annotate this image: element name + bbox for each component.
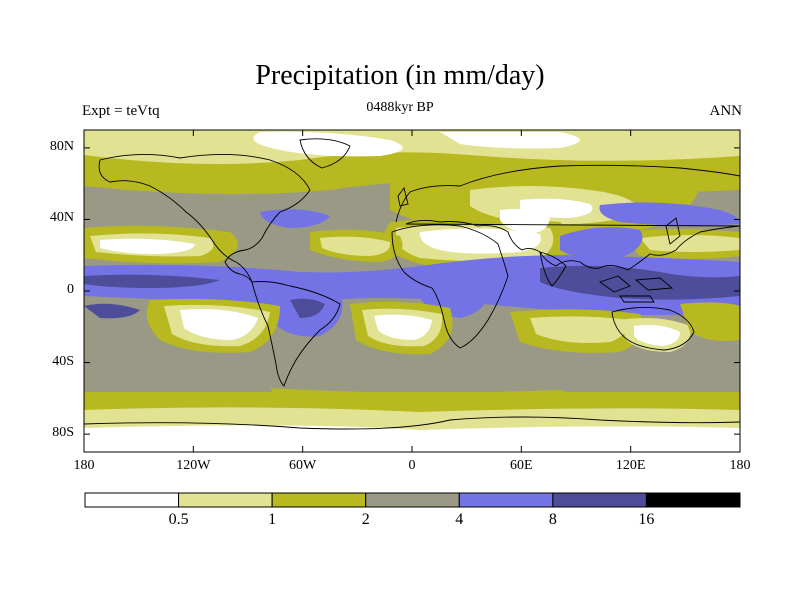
colorbar-level-label: 2 xyxy=(361,511,370,528)
coast-eurasia xyxy=(395,164,740,271)
map-subtitle: 0488kyr BP xyxy=(366,100,434,115)
field-spcz-very-wet xyxy=(84,303,140,319)
lon-label: 180 xyxy=(729,458,751,473)
field-south-mid-inner xyxy=(270,388,600,404)
field-sindian-low xyxy=(530,316,630,343)
field-npac-storm xyxy=(599,202,740,226)
field-itcz-very-wet xyxy=(540,265,740,300)
field-antarctic-dry xyxy=(84,425,740,452)
colorbar-swatch xyxy=(458,492,554,508)
colorbar-level-label: 16 xyxy=(638,511,655,528)
field-npacific-dry xyxy=(100,238,195,254)
colorbar-level-label: 1 xyxy=(268,511,277,528)
colorbar-swatch xyxy=(178,492,273,508)
field-satlantic-dry xyxy=(374,314,432,340)
field-arctic-dry-2 xyxy=(440,132,580,149)
lon-label: 120E xyxy=(615,458,646,473)
lon-ticks xyxy=(83,130,741,452)
lat-label: 80S xyxy=(52,425,74,441)
colorbar-swatch xyxy=(552,492,647,508)
lat-label: 40S xyxy=(52,353,74,369)
colorbar-swatch xyxy=(645,492,741,508)
colorbar xyxy=(84,492,741,508)
field-amazon-very-wet xyxy=(290,298,325,318)
coastlines xyxy=(84,138,740,430)
field-natlantic-low xyxy=(320,236,391,256)
lon-label: 180 xyxy=(73,458,95,473)
field-natl-storm xyxy=(260,209,330,228)
coast-uk xyxy=(397,186,409,207)
lat-label: 80N xyxy=(49,138,74,154)
field-itcz-very-wet-2 xyxy=(84,274,220,288)
lon-label: 120W xyxy=(176,458,211,473)
coast-india xyxy=(539,251,567,287)
lat-label: 40N xyxy=(49,210,74,226)
coast-australia xyxy=(611,307,695,351)
map-title: Precipitation (in mm/day) xyxy=(255,60,545,91)
coast-africa xyxy=(391,224,509,349)
coast-maritime-continent xyxy=(599,275,674,303)
lat-label: 0 xyxy=(67,282,74,297)
field-sepacific-mid xyxy=(680,302,740,341)
map-fields xyxy=(84,130,740,452)
lon-label: 0 xyxy=(408,458,416,473)
season-label: ANN xyxy=(709,103,743,119)
experiment-label: Expt = teVtq xyxy=(82,103,160,119)
field-east-asia-wet xyxy=(560,227,643,259)
coast-antarctica xyxy=(84,416,740,430)
colorbar-swatch xyxy=(271,492,367,508)
coast-japan xyxy=(665,217,681,245)
coast-north-america xyxy=(98,154,311,283)
colorbar-level-label: 0.5 xyxy=(168,511,189,528)
lat-ticks xyxy=(84,147,740,435)
field-arabia-dry xyxy=(500,209,550,234)
colorbar-level-label: 4 xyxy=(455,511,464,528)
field-arctic-dry xyxy=(253,131,403,157)
field-australia-dry xyxy=(634,324,680,346)
coast-greenland xyxy=(299,138,351,169)
lon-label: 60E xyxy=(510,458,533,473)
field-spacific-dry xyxy=(180,309,258,340)
lon-label: 60W xyxy=(289,458,317,473)
colorbar-swatch xyxy=(365,492,460,508)
field-epacific-low xyxy=(640,235,740,252)
colorbar-level-label: 8 xyxy=(548,511,557,528)
field-sahara-dry xyxy=(419,228,541,254)
coast-south-america xyxy=(251,281,341,387)
colorbar-swatch xyxy=(84,492,180,508)
